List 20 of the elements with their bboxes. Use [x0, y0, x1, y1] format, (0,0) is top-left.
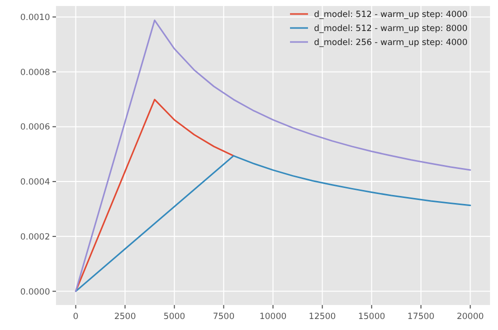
x-tick-label: 2500: [114, 312, 136, 322]
x-tick-label: 15000: [358, 312, 386, 322]
y-tick-label: 0.0004: [20, 178, 50, 188]
legend-label: d_model: 256 - warm_up step: 4000: [314, 38, 468, 48]
legend-label: d_model: 512 - warm_up step: 4000: [314, 10, 468, 20]
y-tick-label: 0.0010: [20, 12, 50, 23]
y-tick-label: 0.0000: [20, 287, 50, 298]
x-tick-label: 5000: [164, 312, 186, 322]
y-tick-label: 0.0008: [20, 68, 50, 78]
x-tick-label: 10000: [259, 312, 287, 322]
line-series: [74, 20, 472, 292]
y-tick-label: 0.0002: [20, 232, 50, 242]
x-tick-label: 7500: [212, 312, 234, 322]
line-series: [74, 155, 472, 292]
x-tick-label: 0: [73, 312, 78, 322]
x-tick-label: 17500: [407, 312, 434, 322]
y-tick-label: 0.0006: [20, 122, 50, 133]
x-tick-label: 20000: [456, 312, 484, 322]
legend-label: d_model: 512 - warm_up step: 8000: [314, 24, 468, 34]
x-tick-label: 12500: [308, 312, 336, 322]
